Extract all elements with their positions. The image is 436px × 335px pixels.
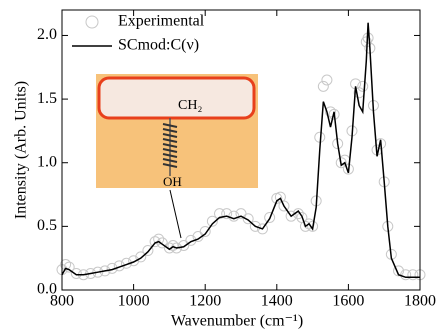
x-tick-label: 1800 bbox=[404, 293, 436, 310]
y-tick-label: 0.5 bbox=[37, 217, 57, 234]
data-point bbox=[335, 157, 347, 169]
legend-marker bbox=[85, 15, 99, 29]
data-point bbox=[70, 267, 82, 279]
data-point bbox=[167, 239, 179, 251]
legend-label: SCmod:C(ν) bbox=[118, 37, 199, 54]
surface bbox=[97, 76, 256, 120]
data-point bbox=[328, 108, 340, 120]
y-tick-label: 0.0 bbox=[37, 281, 57, 298]
data-point bbox=[228, 210, 240, 222]
legend-label: Experimental bbox=[118, 13, 205, 30]
data-point bbox=[214, 208, 226, 220]
data-point bbox=[149, 236, 161, 248]
data-point bbox=[249, 220, 261, 232]
x-tick-label: 1200 bbox=[189, 293, 221, 310]
x-tick-label: 1000 bbox=[118, 293, 150, 310]
data-point bbox=[407, 269, 419, 281]
data-point bbox=[153, 233, 165, 245]
data-line bbox=[61, 22, 420, 279]
data-point bbox=[99, 265, 111, 277]
x-tick-label: 1400 bbox=[261, 293, 293, 310]
data-point bbox=[342, 163, 354, 175]
y-axis-label: Intensity (Arb. Units) bbox=[13, 81, 30, 219]
data-point bbox=[221, 208, 233, 220]
data-point bbox=[307, 220, 319, 232]
data-point bbox=[292, 208, 304, 220]
data-point bbox=[357, 80, 369, 92]
spring bbox=[162, 123, 178, 168]
data-point bbox=[128, 255, 140, 267]
data-point bbox=[321, 74, 333, 86]
x-tick-label: 1600 bbox=[332, 293, 364, 310]
plot-frame bbox=[61, 9, 421, 291]
x-axis-label: Wavenumber (cm⁻¹) bbox=[171, 313, 303, 330]
data-point bbox=[242, 213, 254, 225]
data-point bbox=[317, 80, 329, 92]
data-point bbox=[325, 106, 336, 118]
y-tick-label: 2.0 bbox=[37, 26, 57, 43]
data-point bbox=[63, 261, 75, 273]
data-point bbox=[199, 225, 211, 237]
data-point bbox=[278, 200, 290, 212]
data-point bbox=[85, 267, 97, 279]
y-tick-label: 1.5 bbox=[37, 90, 57, 107]
x-tick-label: 800 bbox=[50, 293, 74, 310]
data-point bbox=[256, 223, 268, 235]
data-point bbox=[285, 210, 297, 222]
data-point bbox=[235, 208, 247, 220]
data-point bbox=[206, 215, 218, 227]
data-point bbox=[192, 231, 204, 243]
data-point bbox=[135, 251, 147, 263]
data-point bbox=[178, 239, 190, 251]
y-tick-label: 1.0 bbox=[37, 153, 57, 170]
inset: CH₂ OH bbox=[96, 74, 258, 189]
data-point bbox=[393, 265, 405, 277]
data-point bbox=[264, 211, 276, 223]
inset-label: OH bbox=[163, 174, 182, 189]
data-point bbox=[142, 245, 154, 257]
inset-pointer bbox=[169, 189, 182, 239]
inset-label: CH₂ bbox=[178, 98, 202, 113]
data-point bbox=[92, 266, 104, 278]
